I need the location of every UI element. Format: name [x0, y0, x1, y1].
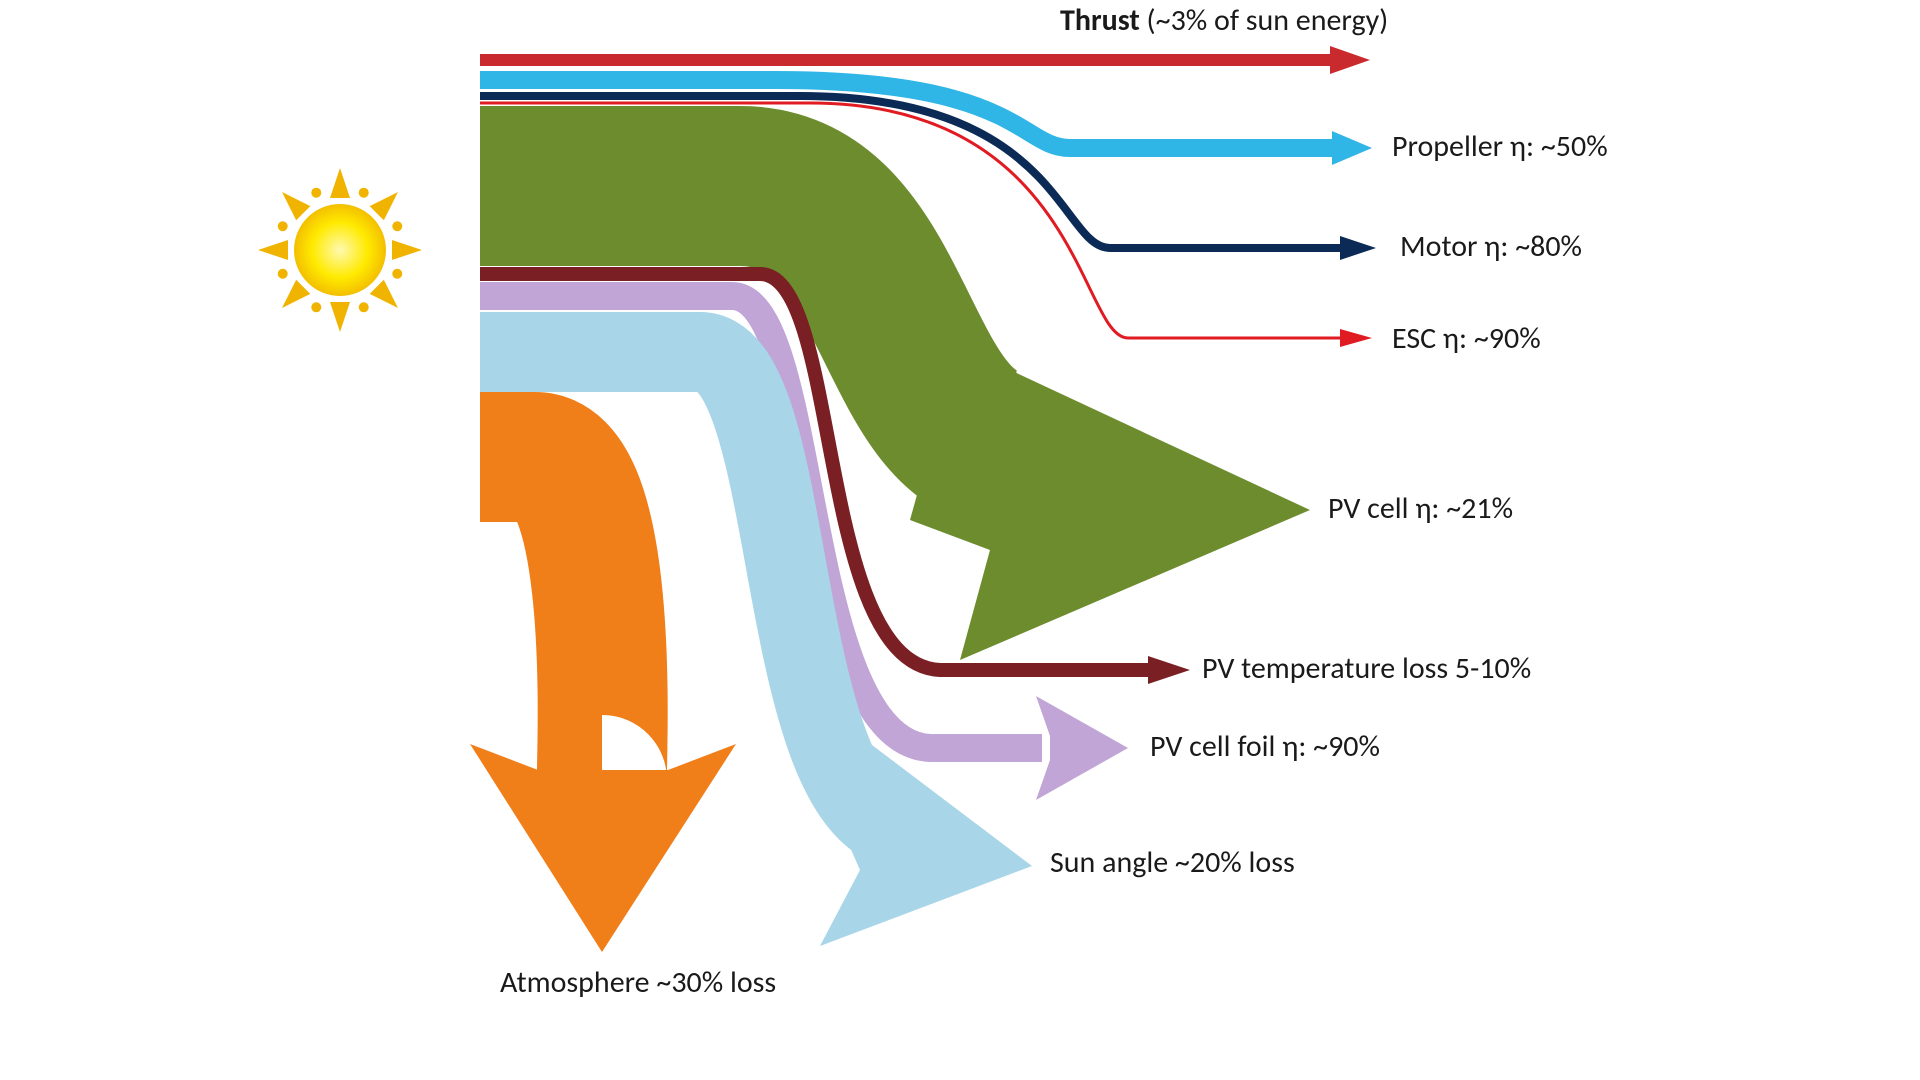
- label-pvfoil: PV cell foil η: ~90%: [1150, 728, 1380, 765]
- arrowhead-atmosphere: [470, 744, 736, 952]
- sun-ray: [370, 280, 398, 308]
- sun-ray-dot: [359, 188, 369, 198]
- sun-ray: [282, 192, 310, 220]
- label-sunangle: Sun angle ~20% loss: [1050, 844, 1295, 881]
- sun-ray-dot: [392, 221, 402, 231]
- sankey-svg: [0, 0, 1920, 1080]
- label-propeller: Propeller η: ~50%: [1392, 128, 1608, 165]
- arrowhead-motor: [1340, 236, 1376, 260]
- label-thrust-rest: (~3% of sun energy): [1140, 2, 1389, 39]
- arrowhead-esc: [1340, 329, 1372, 347]
- sun-ray-dot: [392, 269, 402, 279]
- arrowhead-pvcell: [910, 340, 1310, 660]
- sun-ray-dot: [278, 269, 288, 279]
- label-atmosphere: Atmosphere ~30% loss: [500, 964, 776, 1001]
- label-esc: ESC η: ~90%: [1392, 320, 1541, 357]
- sankey-diagram: Thrust (~3% of sun energy) Propeller η: ~…: [0, 0, 1920, 1080]
- arrowhead-pvfoil: [1036, 696, 1128, 800]
- sun-ray: [282, 280, 310, 308]
- sun-ray-dot: [311, 302, 321, 312]
- sun-ray-dot: [359, 302, 369, 312]
- arrowhead-propeller: [1332, 131, 1372, 165]
- label-motor: Motor η: ~80%: [1400, 228, 1582, 265]
- sun-ray-dot: [311, 188, 321, 198]
- sun-ray: [330, 168, 350, 198]
- sun-ray: [392, 240, 422, 260]
- sun-ray: [330, 302, 350, 332]
- label-pvtemp: PV temperature loss 5-10%: [1202, 650, 1531, 687]
- sun-ray-dot: [278, 221, 288, 231]
- label-thrust-bold: Thrust: [1060, 2, 1140, 39]
- label-thrust: Thrust (~3% of sun energy): [1060, 2, 1388, 39]
- sun-icon: [294, 204, 386, 296]
- arrowhead-pvtemp: [1148, 656, 1190, 684]
- flow-atmosphere: [480, 457, 603, 780]
- label-pvcell: PV cell η: ~21%: [1328, 490, 1513, 527]
- sun-ray: [370, 192, 398, 220]
- arrowhead-thrust: [1330, 46, 1370, 74]
- sun-ray: [258, 240, 288, 260]
